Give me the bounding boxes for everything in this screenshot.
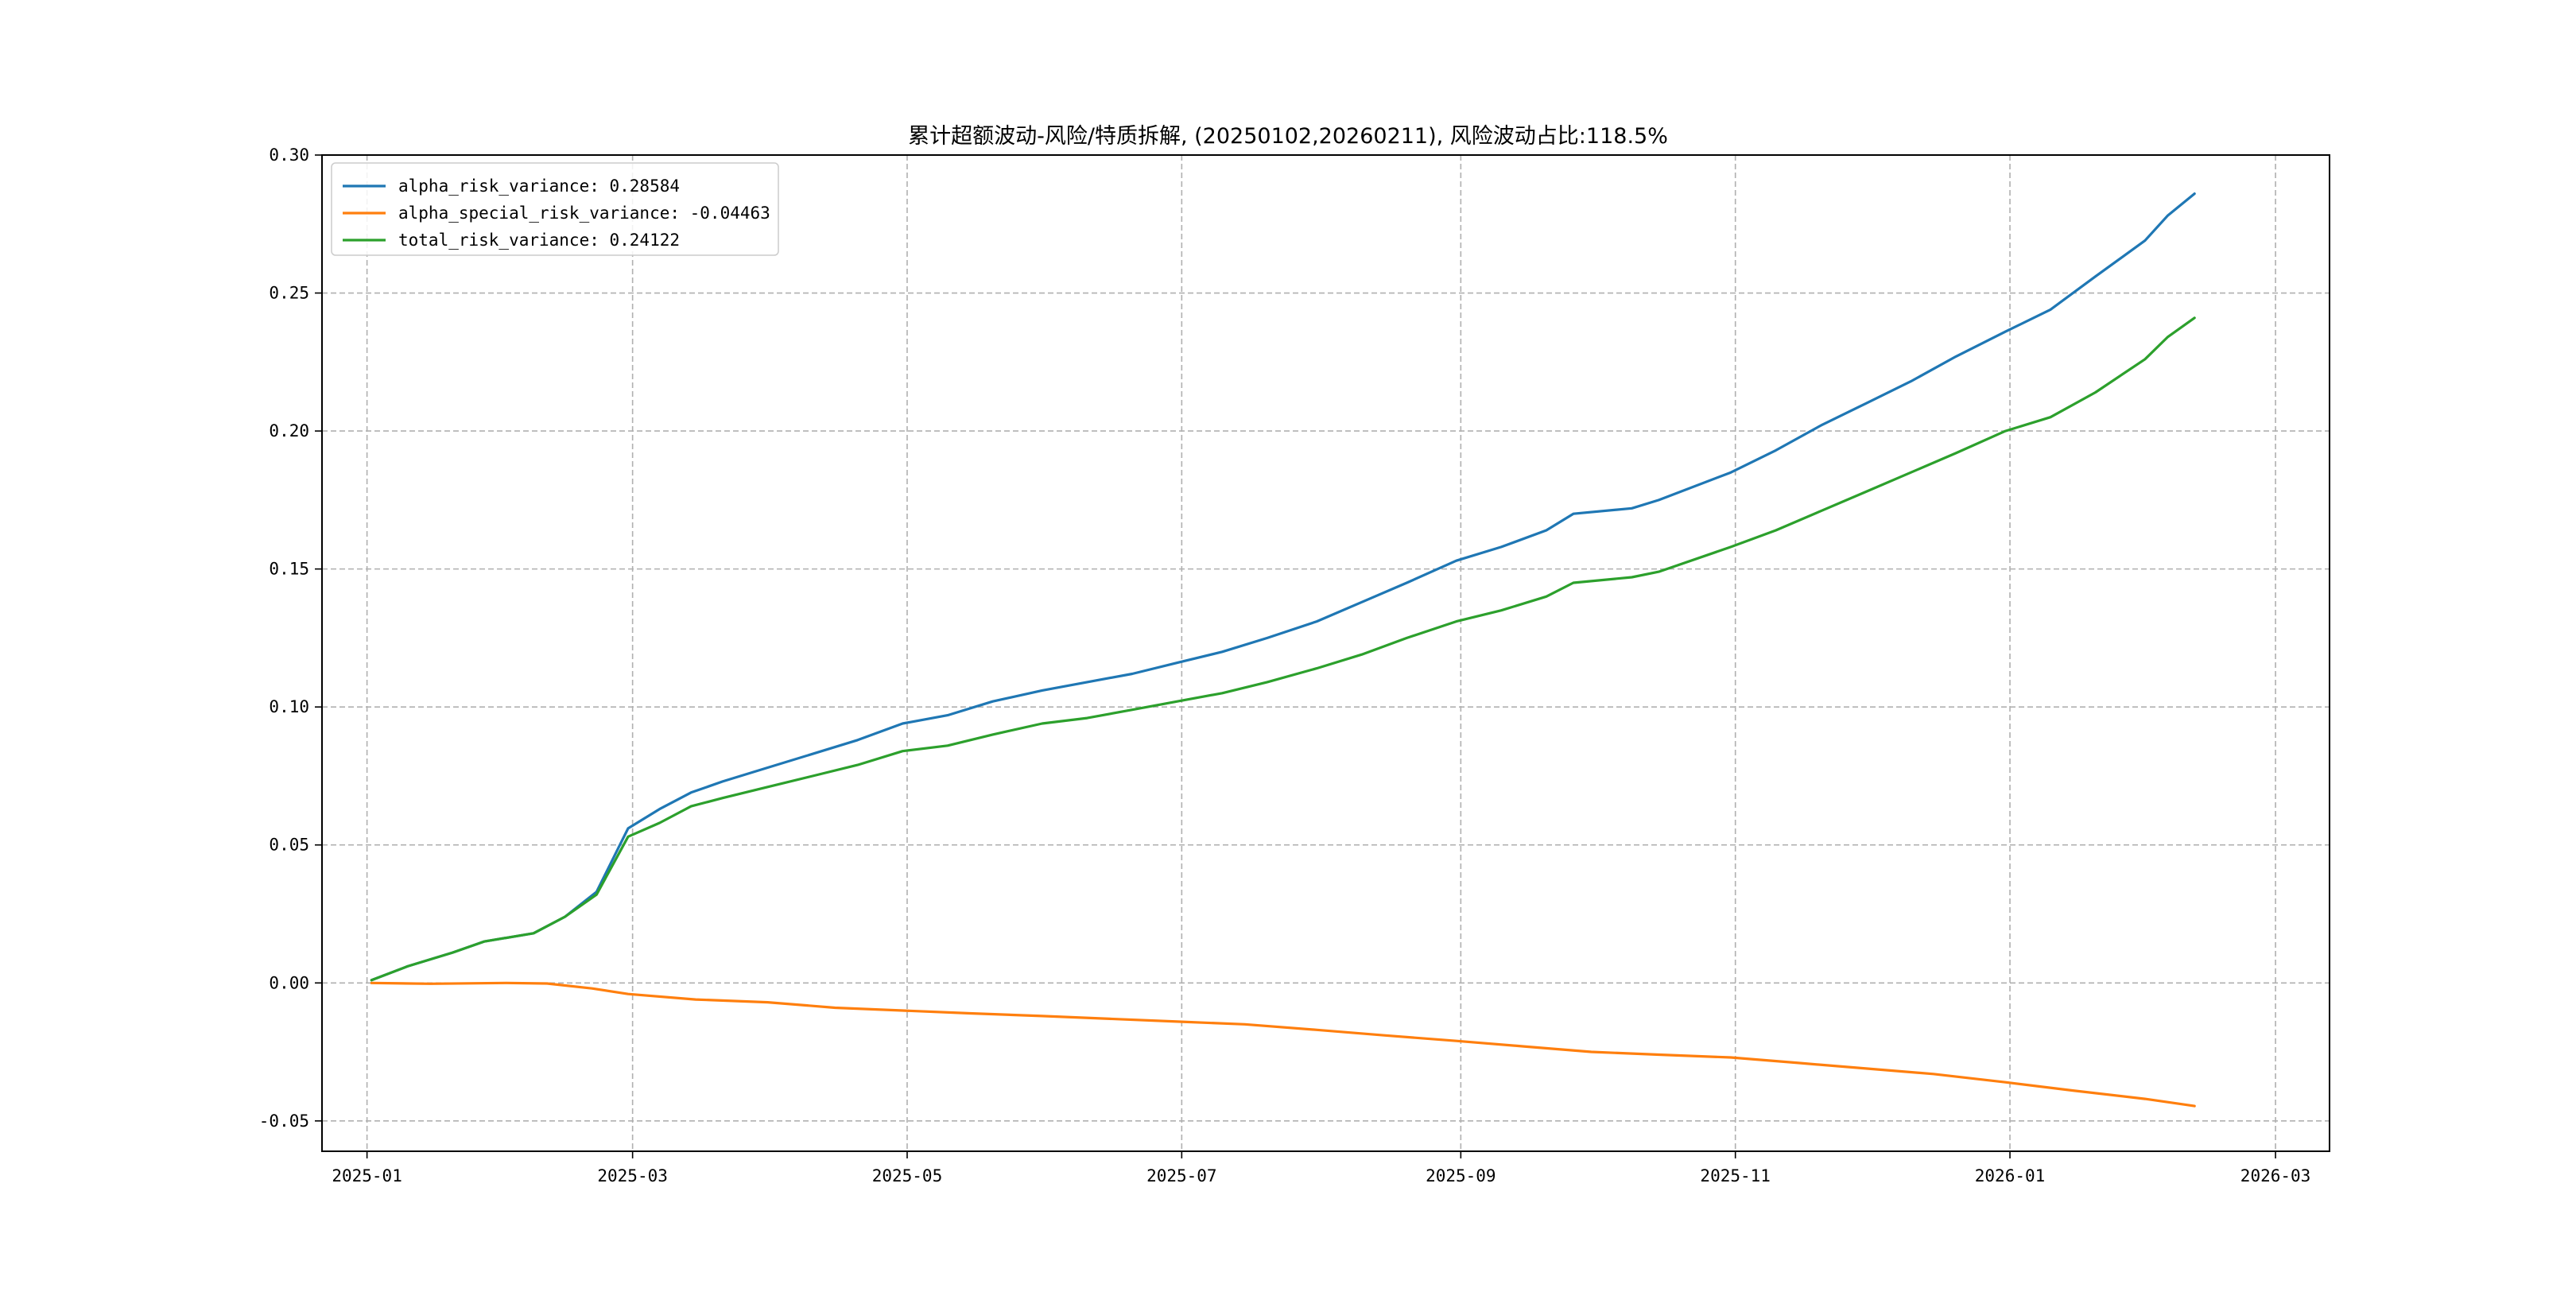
y-tick-label: 0.25	[269, 284, 309, 303]
y-tick-label: 0.30	[269, 145, 309, 165]
axis-ticks: 0.30 0.25 0.20 0.15 0.10 0.05 0.00 -0.05 2025-01…	[259, 145, 2311, 1185]
x-tick-label: 2025-05	[872, 1166, 943, 1185]
legend: alpha_risk_variance: 0.28584 alpha_specia…	[331, 162, 779, 256]
y-tick-label: 0.20	[269, 421, 309, 440]
series-lines	[370, 192, 2196, 1108]
legend-box	[331, 162, 779, 256]
y-tick-label: 0.15	[269, 560, 309, 579]
legend-label-1: alpha_special_risk_variance: -0.04463	[398, 204, 770, 223]
x-tick-label: 2025-07	[1146, 1166, 1217, 1185]
y-tick-label: 0.05	[269, 836, 309, 855]
x-tick-label: 2025-03	[597, 1166, 668, 1185]
y-tick-label: 0.10	[269, 697, 309, 716]
plot-frame	[321, 154, 2330, 1152]
series-line-2	[370, 316, 2196, 982]
chart-title: 累计超额波动-风险/特质拆解, (20250102,20260211), 风险波…	[908, 124, 1668, 149]
x-tick-label: 2025-11	[1700, 1166, 1771, 1185]
x-tick-label: 2025-09	[1426, 1166, 1496, 1185]
x-tick-label: 2026-01	[1975, 1166, 2046, 1185]
legend-label-0: alpha_risk_variance: 0.28584	[398, 177, 680, 196]
legend-label-2: total_risk_variance: 0.24122	[398, 231, 680, 250]
series-line-1	[370, 981, 2196, 1108]
x-tick-label: 2025-01	[332, 1166, 402, 1185]
y-tick-label: 0.00	[269, 973, 309, 992]
y-tick-label: -0.05	[259, 1112, 309, 1131]
x-tick-label: 2026-03	[2240, 1166, 2311, 1185]
series-line-0	[370, 192, 2196, 982]
